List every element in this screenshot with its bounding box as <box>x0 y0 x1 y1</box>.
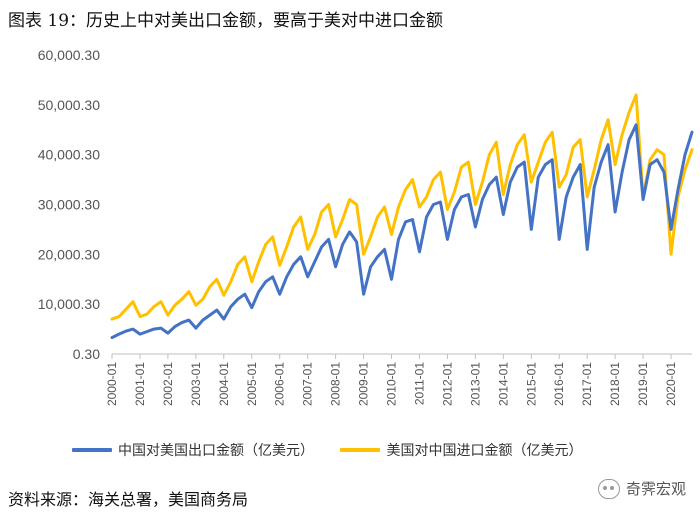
legend: 中国对美国出口金额（亿美元） 美国对中国进口金额（亿美元） <box>72 440 604 460</box>
x-tick-label: 2014-01 <box>496 362 510 406</box>
x-tick-label: 2020-01 <box>664 362 678 406</box>
legend-label-us-import: 美国对中国进口金额（亿美元） <box>386 443 583 459</box>
x-tick-label: 2015-01 <box>524 362 538 406</box>
legend-label-china-export: 中国对美国出口金额（亿美元） <box>118 443 314 459</box>
x-tick-label: 2005-01 <box>245 362 259 406</box>
series-line-china-export <box>110 123 694 340</box>
chart-title: 图表 19：历史上中对美出口金额，要高于美对中进口金额 <box>8 11 444 31</box>
legend-item-us-import: 美国对中国进口金额（亿美元） <box>340 440 582 460</box>
y-tick-label: 20,000.30 <box>38 246 100 262</box>
x-tick-label: 2017-01 <box>580 362 594 406</box>
wechat-icon <box>597 478 620 499</box>
x-tick-label: 2018-01 <box>608 362 622 406</box>
x-tick-label: 2003-01 <box>189 362 203 406</box>
x-tick-label: 2019-01 <box>636 362 650 406</box>
x-tick-label: 2013-01 <box>468 362 482 406</box>
legend-swatch-us-import <box>340 448 381 452</box>
x-tick-label: 2002-01 <box>161 362 175 406</box>
line-chart: 0.30 10,000.30 20,000.30 30,000.30 40,000.30… <box>38 47 694 406</box>
watermark-label: 奇霁宏观 <box>625 480 686 498</box>
x-tick-label: 2016-01 <box>552 362 566 406</box>
y-tick-label: 50,000.30 <box>38 97 100 113</box>
x-tick-label: 2012-01 <box>440 362 454 406</box>
y-tick-label: 0.30 <box>73 346 100 362</box>
x-tick-label: 2009-01 <box>357 362 371 406</box>
x-tick-label: 2008-01 <box>329 362 343 406</box>
y-tick-label: 60,000.30 <box>38 47 100 63</box>
series-line-us-import <box>110 93 694 321</box>
source-note: 资料来源：海关总署，美国商务局 <box>8 490 249 509</box>
y-tick-label: 30,000.30 <box>38 197 100 213</box>
x-axis: 2000-01 2001-01 2002-01 2003-01 2004-01 2005-… <box>105 353 692 406</box>
y-tick-label: 10,000.30 <box>38 296 100 312</box>
x-tick-label: 2004-01 <box>217 362 231 406</box>
x-tick-label: 2001-01 <box>133 362 147 406</box>
y-axis: 0.30 10,000.30 20,000.30 30,000.30 40,000.30… <box>38 47 101 362</box>
x-tick-label: 2010-01 <box>385 362 399 406</box>
x-tick-label: 2007-01 <box>301 362 315 406</box>
x-tick-label: 2000-01 <box>105 362 119 406</box>
legend-swatch-china-export <box>72 448 112 452</box>
x-tick-label: 2011-01 <box>412 362 426 405</box>
legend-item-china-export: 中国对美国出口金额（亿美元） <box>72 440 314 460</box>
y-tick-label: 40,000.30 <box>38 147 100 163</box>
watermark: 奇霁宏观 <box>597 478 686 499</box>
series-layer <box>110 93 694 340</box>
x-tick-label: 2006-01 <box>273 362 287 406</box>
